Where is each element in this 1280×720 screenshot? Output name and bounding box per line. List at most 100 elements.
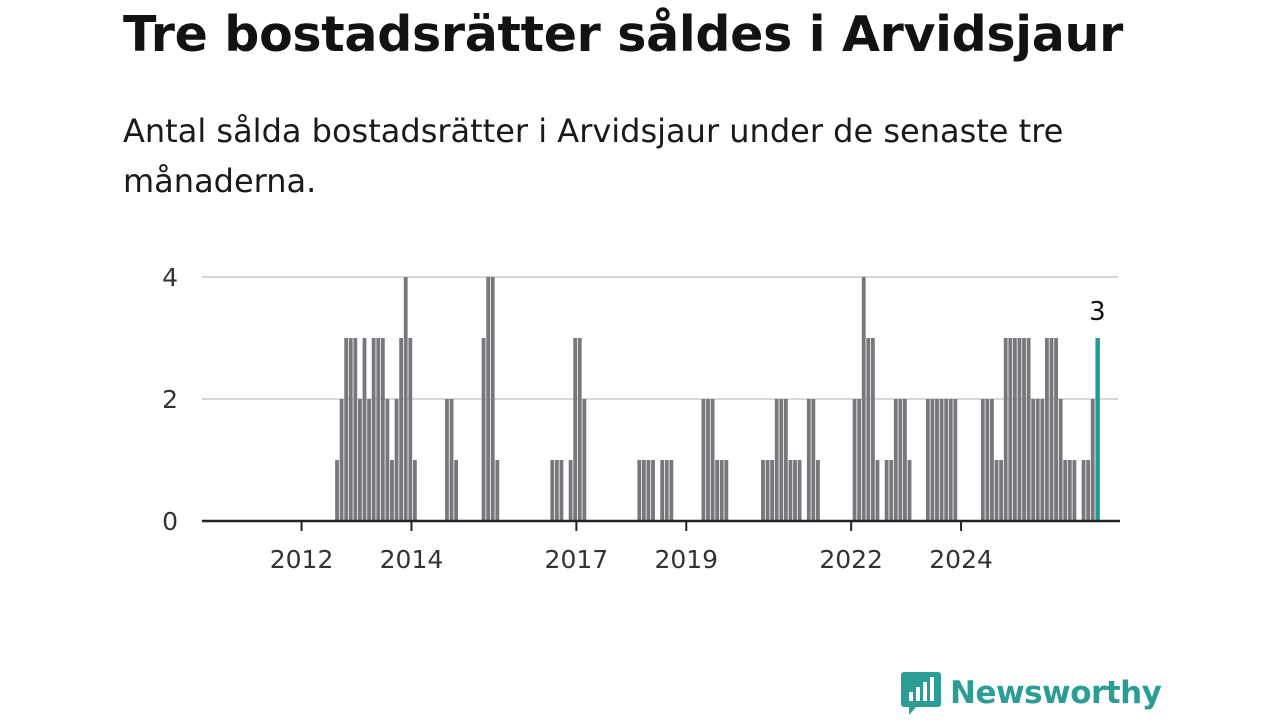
bar — [788, 460, 793, 521]
bar — [554, 460, 559, 521]
bar — [550, 460, 555, 521]
bar — [797, 460, 802, 521]
bar — [948, 399, 953, 521]
bar — [449, 399, 454, 521]
bar — [1003, 338, 1008, 521]
bar — [944, 399, 949, 521]
bar — [1022, 338, 1026, 521]
chart-subtitle: Antal sålda bostadsrätter i Arvidsjaur u… — [123, 112, 1064, 200]
bar — [724, 460, 729, 521]
bar — [857, 399, 862, 521]
bar — [985, 399, 990, 521]
bar — [893, 399, 898, 521]
bar — [367, 399, 371, 521]
bar — [371, 338, 376, 521]
bar — [1081, 460, 1086, 521]
bar-chart: 0 2 4 2012 2014 2017 2019 2022 2024 3 — [162, 263, 1120, 574]
bar — [765, 460, 770, 521]
bar — [935, 399, 939, 521]
bar — [779, 399, 784, 521]
bar — [390, 460, 394, 521]
bar — [1031, 399, 1036, 521]
bar — [875, 460, 880, 521]
bar — [990, 399, 994, 521]
bar — [783, 399, 788, 521]
bar — [1035, 399, 1040, 521]
x-tick-label: 2022 — [819, 545, 883, 574]
bar — [925, 399, 930, 521]
brand-name: Newsworthy — [950, 675, 1162, 711]
bar — [394, 399, 399, 521]
bar — [490, 277, 495, 521]
chart-title: Tre bostadsrätter såldes i Arvidsjaur — [123, 6, 1123, 63]
x-tick-label: 2019 — [654, 545, 718, 574]
bar — [664, 460, 669, 521]
gridlines — [202, 276, 1118, 400]
bar — [660, 460, 665, 521]
bar-chart-speech-bubble-icon — [901, 672, 941, 715]
bar — [980, 399, 985, 521]
bar — [994, 460, 999, 521]
bar — [348, 338, 353, 521]
bar — [1026, 338, 1031, 521]
bar — [710, 399, 715, 521]
bar — [486, 277, 491, 521]
bar — [376, 338, 381, 521]
bar — [870, 338, 875, 521]
bar — [898, 399, 903, 521]
bar — [380, 338, 385, 521]
bar — [335, 460, 339, 521]
x-tick-label: 2024 — [929, 545, 993, 574]
bar — [358, 399, 362, 521]
bar — [669, 460, 674, 521]
bar — [353, 338, 358, 521]
bar — [884, 460, 889, 521]
bar — [1086, 460, 1091, 521]
last-value-label: 3 — [1089, 297, 1106, 327]
bar — [577, 338, 582, 521]
bar — [761, 460, 765, 521]
bar — [1040, 399, 1045, 521]
bar — [1008, 338, 1013, 521]
bar — [1058, 399, 1063, 521]
bar — [866, 338, 871, 521]
x-tick-label: 2012 — [270, 545, 334, 574]
bar — [651, 460, 655, 521]
bar — [641, 460, 646, 521]
bar-highlight — [1095, 338, 1100, 521]
bar — [408, 338, 413, 521]
bar — [495, 460, 500, 521]
bar — [573, 338, 578, 521]
x-tick-label: 2017 — [545, 545, 609, 574]
bar — [454, 460, 458, 521]
bar — [1049, 338, 1054, 521]
bar — [637, 460, 642, 521]
y-tick-label: 2 — [162, 385, 178, 414]
bar — [582, 399, 587, 521]
bar — [1045, 338, 1049, 521]
bar — [939, 399, 944, 521]
bar — [770, 460, 775, 521]
bar — [1012, 338, 1017, 521]
bar — [1090, 399, 1095, 521]
bar — [481, 338, 486, 521]
bar — [339, 399, 344, 521]
bar — [445, 399, 449, 521]
bar — [907, 460, 912, 521]
bar — [412, 460, 417, 521]
bar — [399, 338, 404, 521]
bar — [403, 277, 408, 521]
bar — [646, 460, 651, 521]
bar — [811, 399, 816, 521]
bar — [861, 277, 866, 521]
bar — [793, 460, 797, 521]
bar — [953, 399, 958, 521]
axes: 0 2 4 2012 2014 2017 2019 2022 2024 — [162, 263, 1120, 574]
bar — [774, 399, 779, 521]
bar — [889, 460, 894, 521]
bars — [335, 277, 1100, 521]
bar — [1063, 460, 1068, 521]
bar — [385, 399, 390, 521]
bar — [903, 399, 907, 521]
bar — [719, 460, 724, 521]
